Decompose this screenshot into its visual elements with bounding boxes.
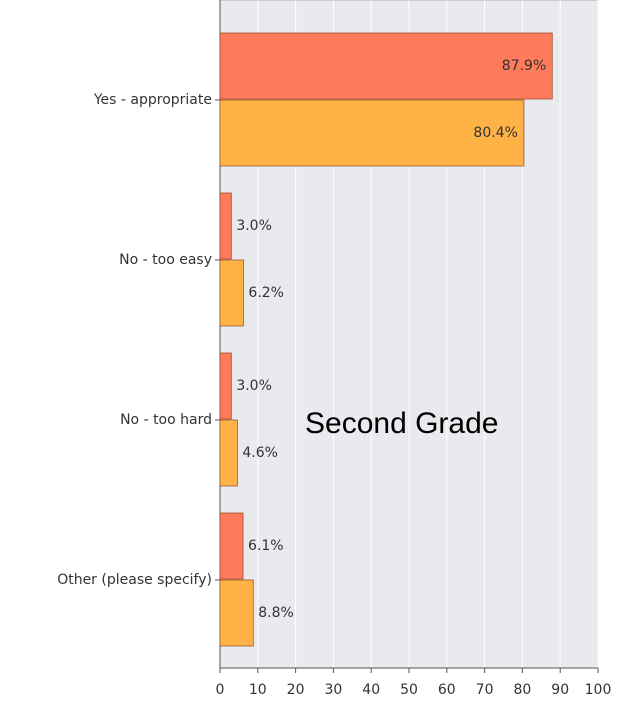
x-tick-label: 100 [585, 682, 612, 698]
bar [219, 192, 232, 260]
y-tick-label: Yes - appropriate [93, 92, 212, 108]
x-tick-label: 60 [438, 682, 456, 698]
x-tick-label: 20 [287, 682, 305, 698]
x-tick-label: 10 [249, 682, 267, 698]
value-label: 3.0% [236, 218, 272, 234]
bar [219, 32, 553, 100]
value-label: 8.8% [258, 605, 294, 621]
y-tick-label: Other (please specify) [57, 572, 212, 588]
x-tick-label: 90 [551, 682, 569, 698]
value-label: 4.6% [242, 445, 278, 461]
x-tick-label: 50 [400, 682, 418, 698]
bar [219, 352, 232, 420]
value-label: 87.9% [502, 58, 546, 74]
bar [219, 512, 244, 580]
bar [219, 419, 238, 487]
value-label: 6.1% [248, 538, 284, 554]
value-label: 3.0% [236, 378, 272, 394]
y-tick-label: No - too hard [120, 412, 212, 428]
value-label: 6.2% [248, 285, 284, 301]
bar [219, 579, 254, 647]
x-tick-label: 80 [513, 682, 531, 698]
x-tick-label: 0 [216, 682, 225, 698]
x-tick-label: 70 [476, 682, 494, 698]
bar [219, 259, 244, 327]
value-label: 80.4% [473, 125, 517, 141]
annotation: Second Grade [305, 407, 498, 440]
x-tick-label: 40 [362, 682, 380, 698]
bar [219, 99, 525, 167]
y-tick-label: No - too easy [119, 252, 212, 268]
x-tick-label: 30 [324, 682, 342, 698]
